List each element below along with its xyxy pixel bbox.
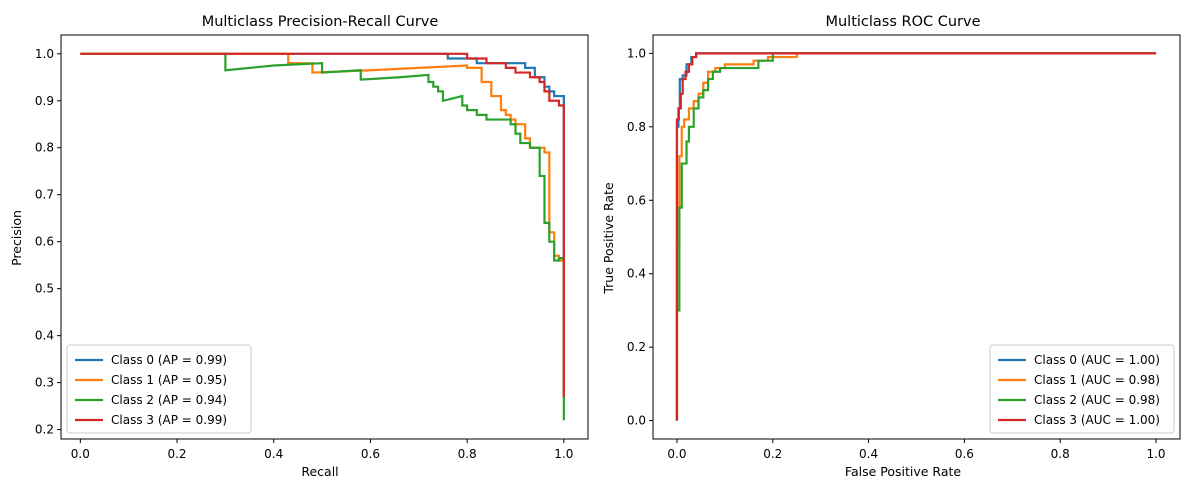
pr-series-line-2 (80, 52, 565, 421)
pr-x-tick-label: 0.0 (71, 447, 90, 461)
pr-legend-entry: Class 1 (AP = 0.95) (111, 373, 227, 387)
pr-y-tick-label: 0.5 (35, 282, 54, 296)
pr-y-tick-label: 0.2 (35, 423, 54, 437)
pr-y-tick-label: 0.7 (35, 188, 54, 202)
pr-chart-title: Multiclass Precision-Recall Curve (202, 14, 439, 30)
pr-plot-area: 0.0 0.2 0.4 0.6 0.8 1.0 0.2 0.3 0.4 0.5 0.6 0.7 0.8 0… (35, 34, 589, 461)
pr-y-tick-label: 0.3 (35, 376, 54, 390)
roc-x-tick-label: 0.6 (955, 447, 974, 461)
roc-legend-entry: Class 3 (AUC = 1.00) (1034, 413, 1160, 427)
roc-plot-area: 0.0 0.2 0.4 0.6 0.8 1.0 0.0 0.2 0.4 0.6 0.8 1.0 Clas… (627, 34, 1181, 461)
roc-y-tick-label: 0.0 (627, 414, 646, 428)
roc-y-axis-label: True Positive Rate (601, 182, 616, 295)
roc-y-tick-label: 0.4 (627, 267, 646, 281)
pr-series-line-1 (80, 52, 565, 397)
pr-legend-box (66, 344, 252, 434)
roc-chart-title: Multiclass ROC Curve (825, 14, 980, 30)
roc-legend-entry: Class 0 (AUC = 1.00) (1034, 353, 1160, 367)
pr-legend-entry: Class 2 (AP = 0.94) (111, 393, 227, 407)
roc-y-tick-label: 0.8 (627, 120, 646, 134)
roc-y-tick-label: 0.2 (627, 340, 646, 354)
pr-x-tick-label: 0.2 (167, 447, 186, 461)
pr-x-tick-label: 1.0 (554, 447, 573, 461)
roc-x-tick-label: 0.2 (763, 447, 782, 461)
pr-x-tick-label: 0.8 (458, 447, 477, 461)
roc-x-axis-label: False Positive Rate (845, 464, 961, 479)
roc-legend-entry: Class 2 (AUC = 0.98) (1034, 393, 1160, 407)
roc-x-tick-label: 0.4 (859, 447, 878, 461)
pr-axes-frame (60, 34, 589, 440)
pr-y-tick-label: 0.4 (35, 329, 54, 343)
roc-x-tick-label: 1.0 (1146, 447, 1165, 461)
pr-legend-entry: Class 3 (AP = 0.99) (111, 413, 227, 427)
roc-chart: Multiclass ROC Curve 0.0 0.2 0.4 0.6 0.8 1.00… (601, 14, 1181, 479)
roc-legend-entry: Class 1 (AUC = 0.98) (1034, 373, 1160, 387)
roc-series-line-2 (675, 52, 1157, 421)
pr-series-line-3 (80, 52, 565, 397)
pr-y-tick-label: 0.6 (35, 235, 54, 249)
roc-x-tick-label: 0.0 (667, 447, 686, 461)
pr-x-axis-label: Recall (301, 464, 338, 479)
roc-y-tick-label: 1.0 (627, 46, 646, 60)
pr-x-tick-label: 0.6 (361, 447, 380, 461)
pr-chart: Multiclass Precision-Recall Curve 0.0 0.2… (9, 14, 589, 479)
pr-y-axis-label: Precision (9, 210, 24, 266)
roc-y-tick-label: 0.6 (627, 193, 646, 207)
pr-y-tick-label: 1.0 (35, 47, 54, 61)
pr-legend: Class 0 (AP = 0.99) Class 1 (AP = 0.95) Cl… (66, 344, 252, 434)
roc-series-line-3 (675, 52, 1157, 421)
roc-axes-frame (652, 34, 1181, 440)
pr-y-tick-label: 0.9 (35, 94, 54, 108)
roc-legend-box (989, 344, 1175, 434)
pr-x-tick-label: 0.4 (264, 447, 283, 461)
roc-legend: Class 0 (AUC = 1.00) Class 1 (AUC = 0.98)… (989, 344, 1175, 434)
roc-x-tick-label: 0.8 (1051, 447, 1070, 461)
pr-y-tick-label: 0.8 (35, 141, 54, 155)
pr-legend-entry: Class 0 (AP = 0.99) (111, 353, 227, 367)
